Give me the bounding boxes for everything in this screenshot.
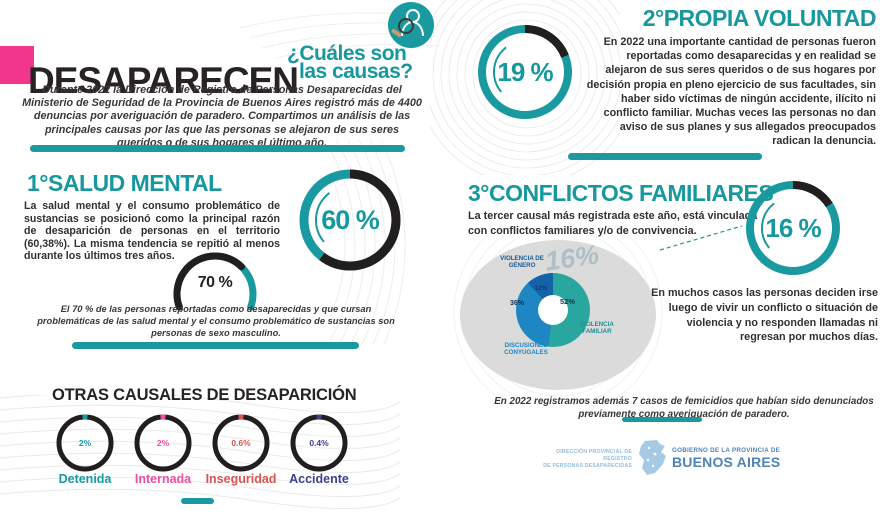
mini-donut-label-internada: Internada (134, 472, 192, 486)
femicidios-note: En 2022 registramos además 7 casos de fe… (494, 396, 874, 420)
conflictos-familiares-body: La tercer causal más registrada este año… (468, 210, 758, 237)
salud-mental-body: La salud mental y el consumo problemátic… (24, 200, 280, 263)
pie-label-discusiones-conyugales: DISCUSIONES CONYUGALES (504, 342, 548, 356)
bottom-accent-bar (181, 498, 214, 504)
mini-donut-label-accidente: Accidente (289, 472, 349, 486)
org-line1: DIRECCIÓN PROVINCIAL DE REGISTRO (556, 449, 632, 462)
subtitle-line1: ¿Cuáles son (287, 42, 407, 65)
pie-hole (538, 295, 568, 325)
donut-value-19: 19 % (497, 56, 553, 87)
mini-donut-detenida (56, 414, 114, 472)
mini-donut-value: 0.4% (309, 438, 329, 448)
divider-bar (72, 342, 359, 349)
subtitle-line2: las causas? (299, 60, 413, 83)
magnifier-person-logo-icon (388, 2, 434, 48)
divider-bar (568, 153, 762, 160)
magnifier-ring-icon (398, 18, 414, 34)
mini-donut-value: 2% (156, 438, 170, 448)
mini-donut-accidente (290, 414, 348, 472)
donut-value-16: 16 % (765, 212, 821, 243)
mini-donut-value: 2% (78, 438, 92, 448)
mini-donut-label-detenida: Detenida (58, 472, 112, 486)
mini-donut-internada (134, 414, 192, 472)
org-name: DIRECCIÓN PROVINCIAL DE REGISTRO DE PERS… (534, 449, 632, 469)
donut-chart-conflictos-16 (746, 181, 840, 275)
donut-chart-propia-voluntad-19 (478, 25, 572, 119)
intro-paragraph: Durante 2022 la Dirección de Registro de… (22, 84, 422, 149)
propia-voluntad-body: En 2022 una importante cantidad de perso… (586, 36, 876, 148)
pie-label-violencia-de-genero: VIOLENCIA DE GÉNERO (500, 255, 544, 269)
section-heading-propia-voluntad: 2°PROPIA VOLUNTAD (642, 5, 877, 31)
donut-value-60: 60 % (321, 204, 380, 235)
gauge-chart-70 (173, 252, 257, 311)
mini-donut-value: 0.6% (231, 438, 251, 448)
gov-line2: BUENOS AIRES (672, 454, 781, 470)
pie-value-violencia-genero: 12% (535, 286, 548, 292)
footer-divider-bar (622, 417, 702, 422)
section-heading-salud-mental: 1°SALUD MENTAL (27, 170, 222, 196)
pie-value-violencia-familiar: 52% (560, 297, 576, 306)
org-line2: DE PERSONAS DESAPARECIDAS (543, 462, 632, 469)
salud-mental-note: El 70 % de las personas reportadas como … (37, 304, 395, 338)
pie-label-violencia-familiar: VIOLENCIA FAMILIAR (580, 321, 614, 335)
page-title: DESAPARECEN (28, 59, 299, 101)
donut-chart-salud-mental-60 (299, 169, 401, 271)
mini-donut-inseguridad (212, 414, 270, 472)
mini-donut-label-inseguridad: Inseguridad (205, 472, 277, 486)
section-heading-conflictos-familiares: 3°CONFLICTOS FAMILIARES (468, 180, 774, 206)
buenos-aires-province-map-icon (639, 440, 666, 475)
pie-value-discusiones: 36% (510, 300, 525, 307)
pink-accent-square (0, 46, 34, 84)
gov-line1: GOBIERNO DE LA PROVINCIA DE (672, 447, 781, 454)
gauge-value-70: 70 % (197, 274, 233, 291)
divider-bar (30, 145, 405, 152)
section-heading-otras-causales: OTRAS CAUSALES DE DESAPARICIÓN (52, 386, 357, 404)
conflictos-familiares-note: En muchos casos las personas deciden irs… (651, 287, 878, 344)
